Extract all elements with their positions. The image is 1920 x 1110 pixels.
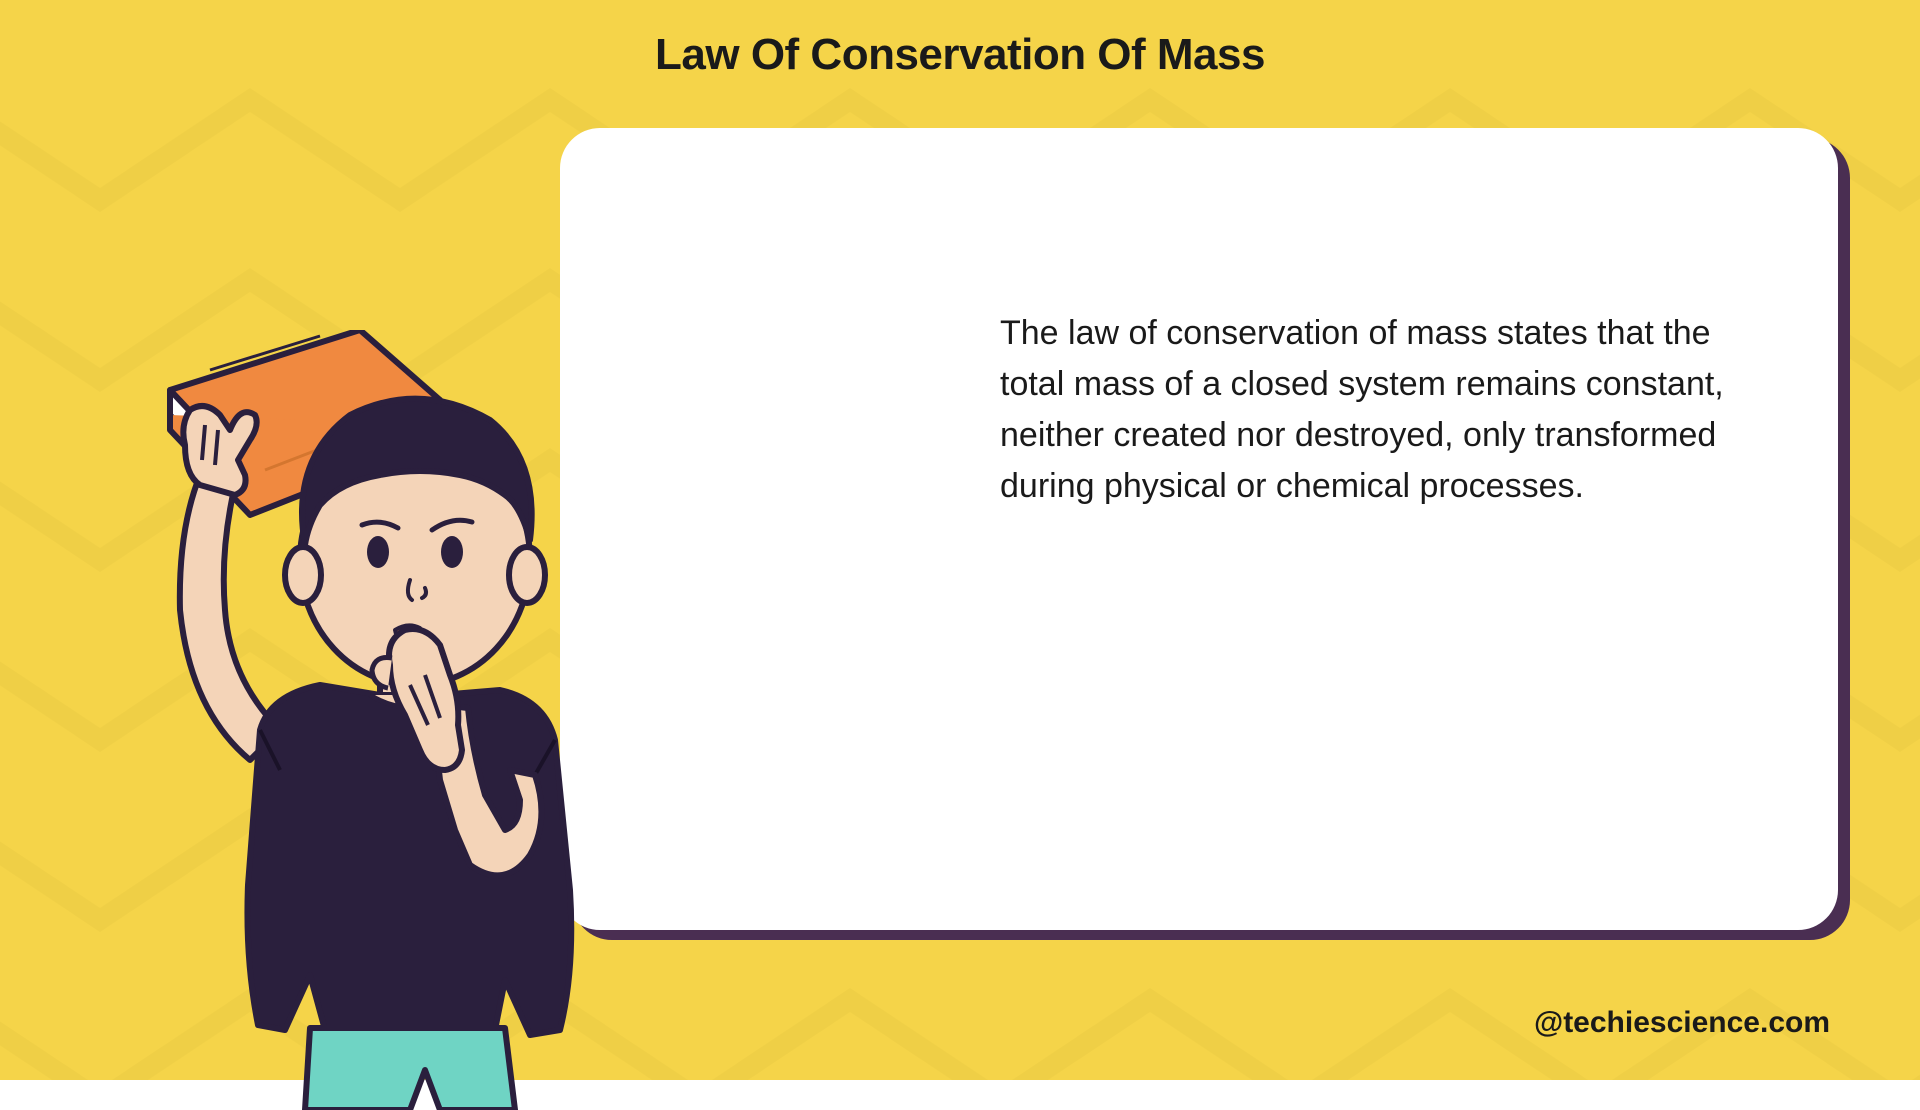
pants — [305, 1028, 515, 1110]
content-card: The law of conservation of mass states t… — [560, 128, 1838, 930]
attribution: @techiescience.com — [1534, 1006, 1830, 1040]
page-title: Law Of Conservation Of Mass — [0, 30, 1920, 80]
thinking-person-illustration — [110, 330, 630, 1110]
body-text: The law of conservation of mass states t… — [1000, 308, 1758, 512]
